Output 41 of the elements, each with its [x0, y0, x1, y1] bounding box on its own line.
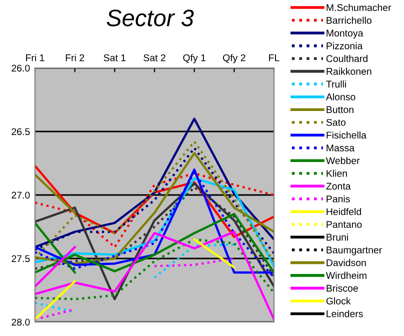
y-tick-label: 27.5 [12, 255, 30, 262]
legend-label: Glock [326, 297, 351, 304]
x-tick-label: Qfy 1 [183, 54, 206, 64]
legend-label: Pizzonia [326, 42, 363, 50]
legend-label: Baumgartner [326, 246, 382, 256]
x-tick-label: Fri 2 [66, 54, 84, 62]
x-tick-label: Sat 1 [104, 54, 126, 62]
legend-label: Button [326, 106, 354, 114]
legend-label: Leinders [326, 310, 363, 318]
chart-title: Sector 3 [106, 10, 194, 26]
legend-label: Panis [326, 195, 350, 202]
legend-label: Klien [326, 170, 347, 177]
y-tick-label: 26.5 [12, 128, 30, 136]
legend-label: Sato [326, 118, 346, 126]
legend-label: Briscoe [326, 284, 358, 292]
legend-label: M.Schumacher [326, 4, 392, 12]
legend-label: Coulthard [326, 54, 368, 62]
legend-label: Wirdheim [326, 272, 366, 279]
legend-label: Webber [326, 156, 360, 164]
legend-label: Bruni [326, 234, 348, 241]
y-tick-label: 27.0 [12, 192, 30, 199]
legend-label: Raikkonen [326, 68, 372, 75]
x-tick-label: Fri 1 [26, 54, 44, 62]
legend-label: Alonso [326, 93, 356, 100]
line-series [35, 212, 274, 274]
legend-label: Fisichella [326, 131, 366, 139]
x-tick-label: Sat 2 [144, 54, 166, 62]
legend-label: Zonta [326, 182, 351, 190]
legend-label: Massa [326, 144, 355, 152]
y-tick-label: 28.0 [12, 318, 30, 326]
legend-label: Montoya [326, 30, 364, 38]
legend-label: Barrichello [326, 16, 372, 24]
line-series [35, 182, 274, 300]
legend-label: Davidson [326, 259, 366, 266]
x-tick-label: Qfy 2 [223, 54, 246, 64]
legend-label: Heidfeld [326, 208, 361, 216]
x-tick-label: FL [269, 54, 280, 62]
legend-label: Trulli [326, 80, 346, 88]
y-tick-label: 26.0 [12, 64, 30, 72]
legend-label: Pantano [326, 221, 362, 228]
line-series [35, 238, 274, 300]
